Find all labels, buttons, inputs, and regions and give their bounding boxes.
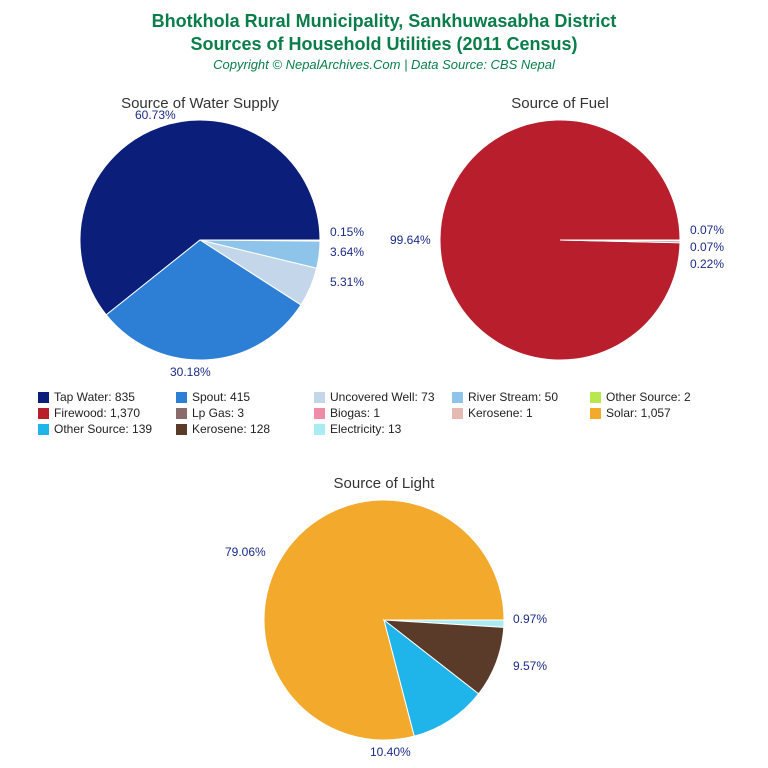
fuel-label-lpgas: 0.22% [690, 257, 724, 271]
light-chart-title: Source of Light [244, 475, 524, 492]
legend-text: Lp Gas: 3 [192, 406, 244, 420]
legend-swatch [176, 408, 187, 419]
legend-swatch [590, 392, 601, 403]
light-label-kerosene: 9.57% [513, 659, 547, 673]
fuel-chart-title: Source of Fuel [430, 95, 690, 112]
legend-swatch [314, 408, 325, 419]
legend-swatch [38, 392, 49, 403]
light-label-elec: 0.97% [513, 612, 547, 626]
legend-item: Tap Water: 835 [38, 390, 176, 404]
legend-item: Kerosene: 1 [452, 406, 590, 420]
water-label-other: 0.15% [330, 225, 364, 239]
water-chart-title: Source of Water Supply [60, 95, 340, 112]
legend-swatch [590, 408, 601, 419]
pie-canvas [0, 0, 768, 768]
legend-text: Biogas: 1 [330, 406, 380, 420]
fuel-label-kerosene: 0.07% [690, 223, 724, 237]
legend-item: Spout: 415 [176, 390, 314, 404]
legend-text: Other Source: 2 [606, 390, 691, 404]
legend-swatch [452, 392, 463, 403]
legend-text: Electricity: 13 [330, 422, 401, 436]
light-label-solar: 79.06% [225, 545, 266, 559]
legend-item: River Stream: 50 [452, 390, 590, 404]
legend-item: Other Source: 2 [590, 390, 728, 404]
legend-text: Firewood: 1,370 [54, 406, 140, 420]
legend-item: Other Source: 139 [38, 422, 176, 436]
legend-swatch [176, 392, 187, 403]
water-label-river: 3.64% [330, 245, 364, 259]
water-label-tap: 60.73% [135, 108, 176, 122]
legend-item: Electricity: 13 [314, 422, 452, 436]
header: Bhotkhola Rural Municipality, Sankhuwasa… [0, 0, 768, 72]
legend-item: Kerosene: 128 [176, 422, 314, 436]
fuel-label-firewood: 99.64% [390, 233, 431, 247]
legend-item: Uncovered Well: 73 [314, 390, 452, 404]
legend-text: Kerosene: 1 [468, 406, 533, 420]
legend-swatch [314, 424, 325, 435]
legend-item: Solar: 1,057 [590, 406, 728, 420]
legend-item: Biogas: 1 [314, 406, 452, 420]
legend-swatch [314, 392, 325, 403]
legend-text: River Stream: 50 [468, 390, 558, 404]
main-title-line2: Sources of Household Utilities (2011 Cen… [0, 33, 768, 56]
legend-text: Kerosene: 128 [192, 422, 270, 436]
light-label-other: 10.40% [370, 745, 411, 759]
legend-swatch [38, 408, 49, 419]
legend-swatch [452, 408, 463, 419]
legend-item: Lp Gas: 3 [176, 406, 314, 420]
legend-text: Solar: 1,057 [606, 406, 671, 420]
water-label-spout: 30.18% [170, 365, 211, 379]
legend-swatch [38, 424, 49, 435]
legend-item: Firewood: 1,370 [38, 406, 176, 420]
water-label-well: 5.31% [330, 275, 364, 289]
legend-text: Tap Water: 835 [54, 390, 135, 404]
legend: Tap Water: 835 Spout: 415 Uncovered Well: … [38, 390, 730, 438]
main-title-line1: Bhotkhola Rural Municipality, Sankhuwasa… [0, 10, 768, 33]
legend-swatch [176, 424, 187, 435]
legend-text: Other Source: 139 [54, 422, 152, 436]
legend-text: Uncovered Well: 73 [330, 390, 435, 404]
subtitle: Copyright © NepalArchives.Com | Data Sou… [0, 57, 768, 72]
fuel-label-biogas: 0.07% [690, 240, 724, 254]
legend-text: Spout: 415 [192, 390, 250, 404]
